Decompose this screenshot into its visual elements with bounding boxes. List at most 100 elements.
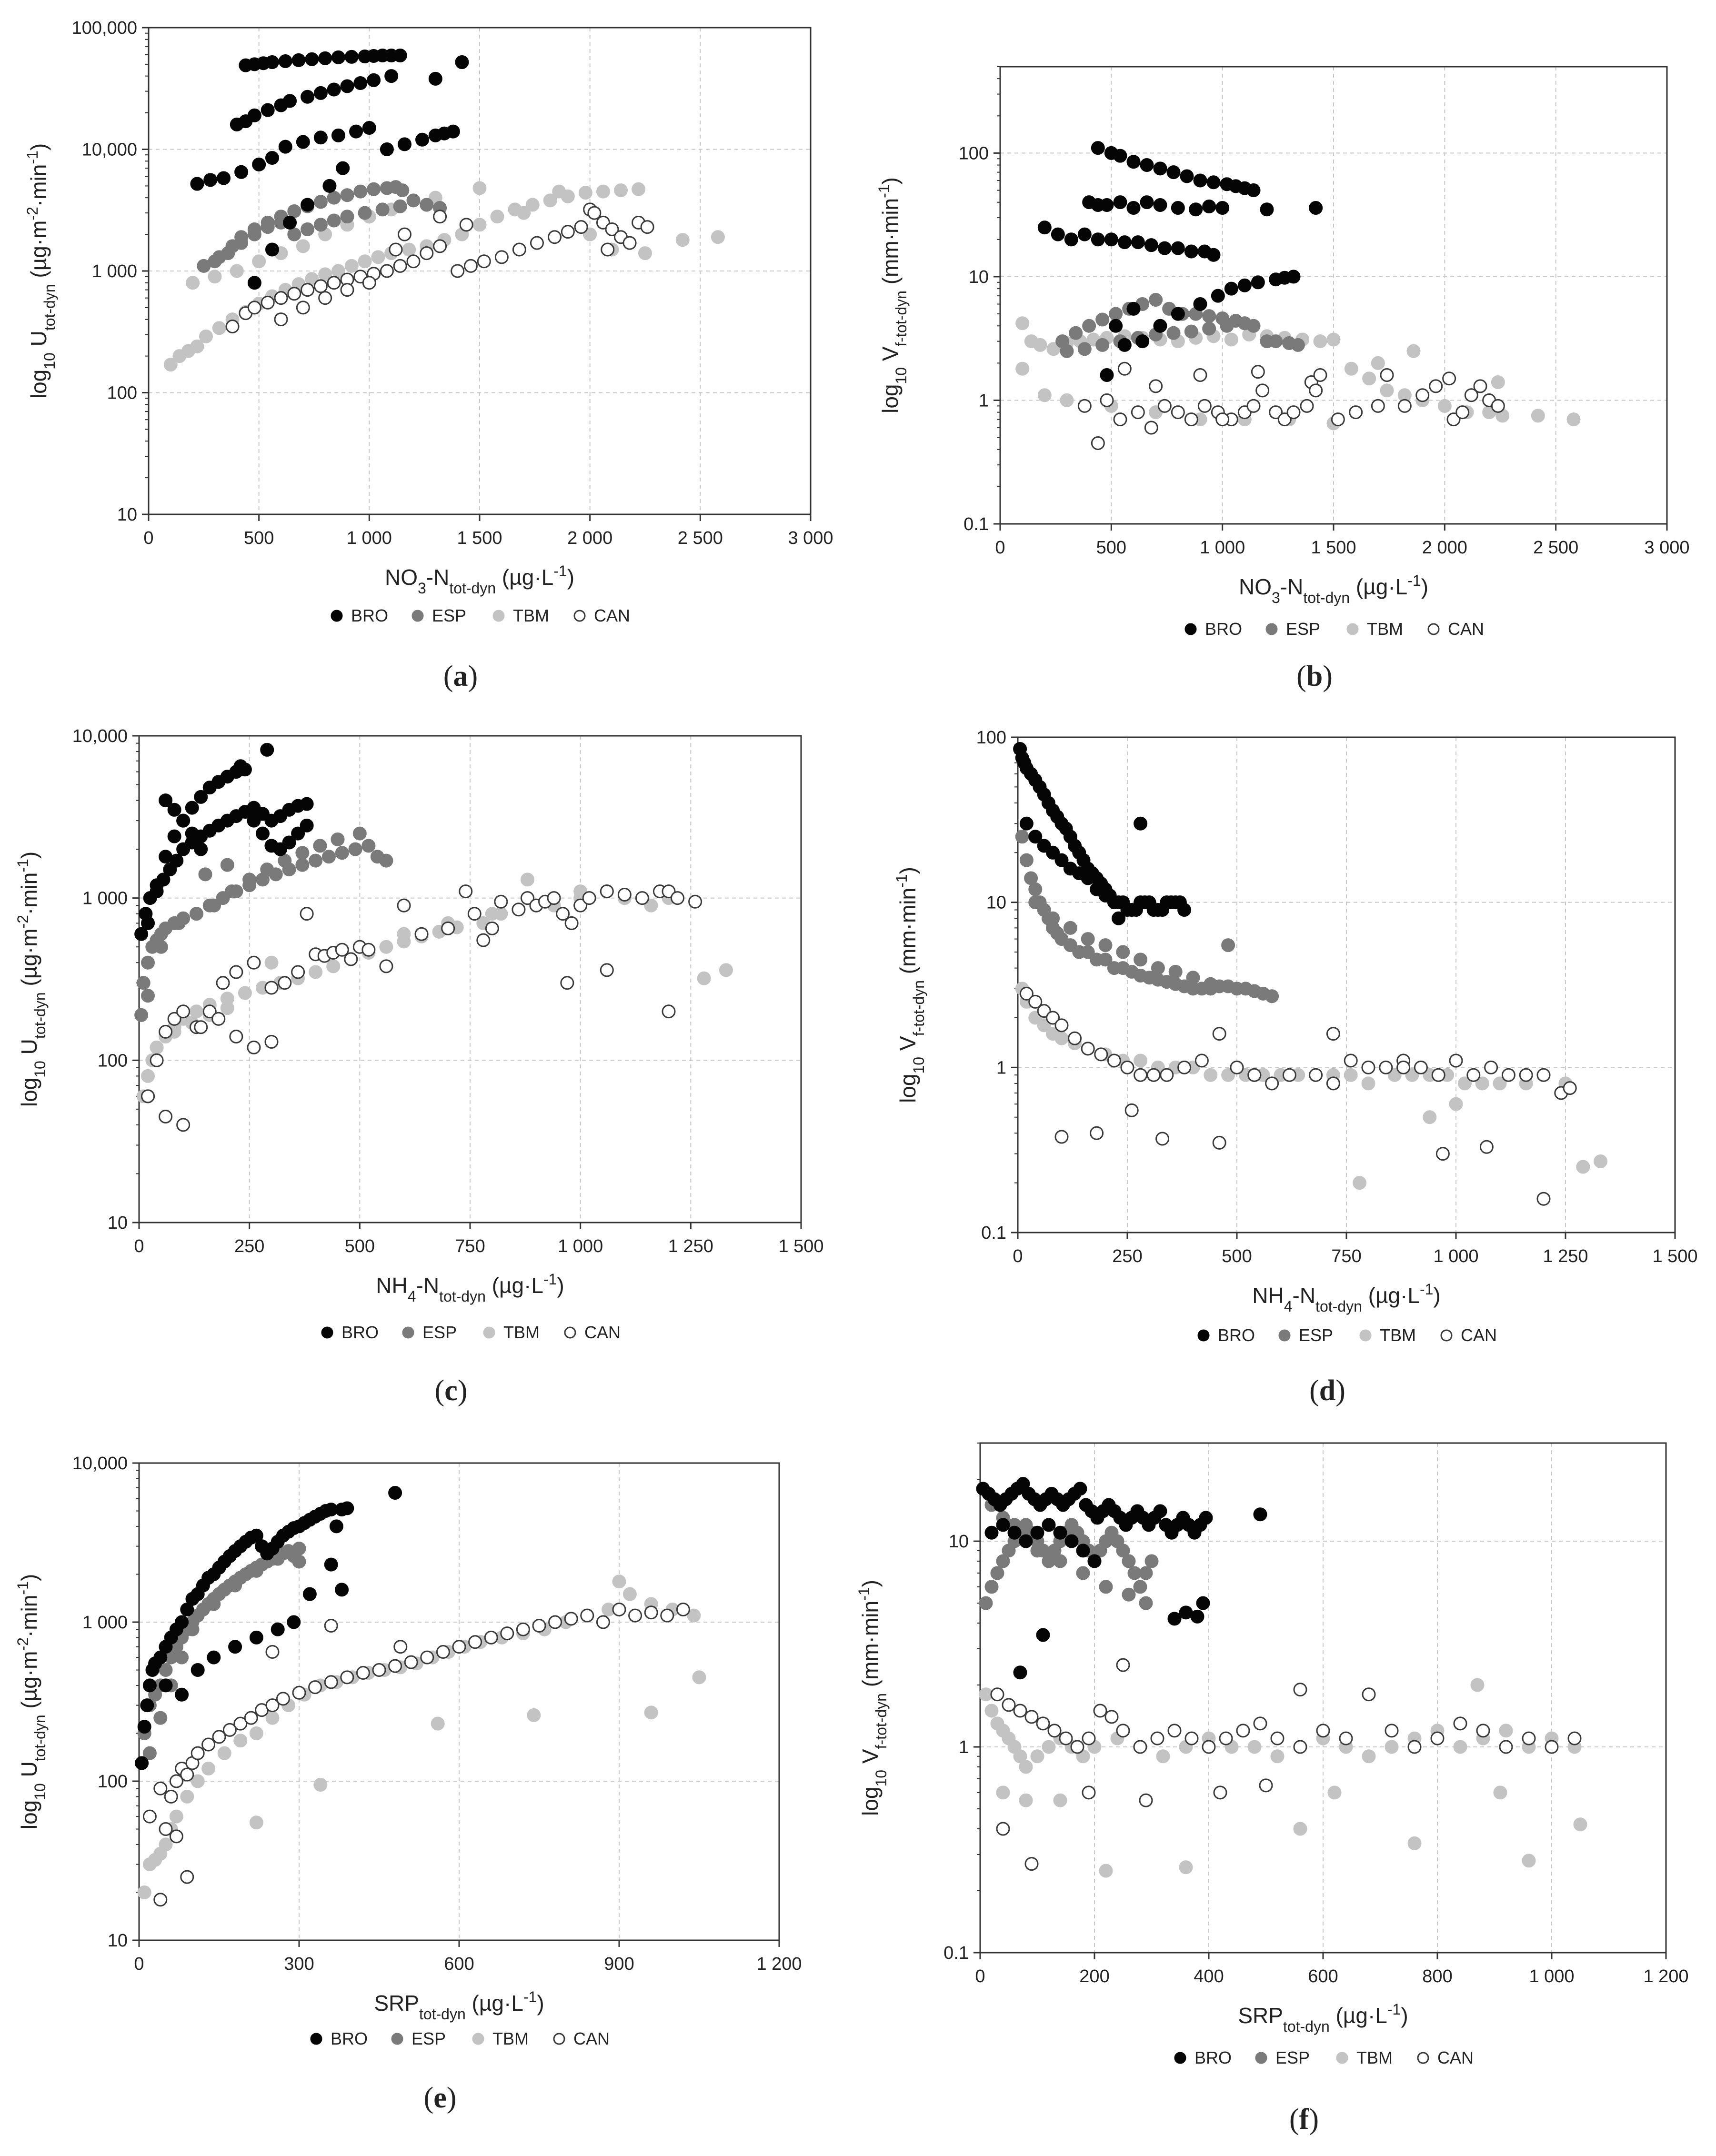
point-can — [1070, 1740, 1084, 1754]
point-esp — [1030, 1544, 1044, 1558]
point-esp — [1099, 1580, 1113, 1594]
point-tbm — [1594, 1154, 1608, 1168]
point-can — [1091, 436, 1105, 450]
point-can — [335, 943, 349, 957]
point-esp — [287, 204, 301, 218]
point-tbm — [190, 339, 204, 353]
point-bro — [384, 69, 399, 83]
point-bro — [996, 1518, 1010, 1532]
point-esp — [1063, 921, 1077, 935]
point-can — [596, 1615, 610, 1629]
point-tbm — [1013, 1749, 1027, 1764]
legend-label-esp: ESP — [411, 2029, 446, 2048]
x-tick-label: 600 — [444, 1954, 474, 1974]
y-tick-label: 100,000 — [72, 18, 137, 38]
point-can — [1124, 1103, 1139, 1117]
point-can — [1396, 1060, 1411, 1074]
point-can — [441, 921, 455, 935]
point-can — [1171, 405, 1185, 420]
point-esp — [1127, 1566, 1142, 1580]
point-esp — [327, 213, 341, 228]
point-can — [1047, 1724, 1062, 1738]
point-bro — [282, 835, 296, 850]
point-can — [1024, 1857, 1039, 1871]
point-can — [1397, 399, 1412, 413]
point-tbm — [527, 1708, 541, 1722]
point-bro — [1202, 199, 1216, 213]
point-can — [1131, 405, 1145, 420]
point-bro — [367, 73, 381, 87]
point-esp — [353, 184, 368, 199]
point-bro — [1053, 1525, 1067, 1540]
point-can — [379, 959, 393, 973]
point-can — [261, 295, 275, 310]
point-tbm — [1566, 412, 1581, 427]
panel-label: (e) — [424, 2082, 457, 2114]
point-tbm — [180, 1789, 194, 1804]
point-tbm — [472, 181, 487, 195]
legend-marker-esp — [1265, 623, 1278, 635]
point-can — [1331, 412, 1345, 427]
point-bro — [1109, 319, 1123, 333]
point-bro — [353, 76, 368, 90]
point-tbm — [1015, 316, 1030, 331]
point-tbm — [1457, 1076, 1472, 1091]
point-can — [1202, 1740, 1216, 1754]
point-tbm — [1037, 1018, 1051, 1033]
x-tick-label: 1 000 — [1200, 538, 1245, 558]
point-can — [1501, 1068, 1515, 1082]
point-bro — [141, 916, 155, 930]
x-tick-label: 1 000 — [1433, 1246, 1478, 1266]
point-can — [1251, 365, 1265, 379]
point-bro — [153, 1650, 168, 1665]
point-can — [1371, 399, 1385, 413]
point-can — [463, 259, 478, 273]
point-can — [264, 981, 279, 995]
legend-label-esp: ESP — [1299, 1325, 1333, 1345]
x-tick-label: 1 000 — [347, 528, 392, 548]
point-can — [660, 1608, 674, 1623]
point-tbm — [358, 254, 372, 269]
point-tbm — [1042, 1740, 1056, 1754]
point-tbm — [1470, 1678, 1485, 1692]
point-can — [340, 283, 354, 297]
point-bro — [1167, 1612, 1182, 1626]
legend-marker-can — [553, 2033, 565, 2045]
point-bro — [252, 157, 266, 171]
legend-label-tbm: TBM — [1356, 2048, 1393, 2067]
point-can — [1430, 1731, 1445, 1745]
point-bro — [249, 1630, 263, 1645]
point-can — [1155, 1132, 1170, 1146]
point-tbm — [1224, 332, 1238, 347]
legend-marker-can — [564, 1326, 576, 1339]
point-tbm — [1385, 1740, 1399, 1754]
point-tbm — [1475, 1076, 1489, 1091]
point-can — [1133, 1740, 1147, 1754]
point-bro — [1117, 235, 1132, 250]
point-can — [1380, 368, 1394, 382]
point-can — [1059, 1731, 1073, 1745]
x-axis-label: NO3-Ntot-dyn (µg·L-1) — [1239, 572, 1428, 606]
point-bro — [301, 198, 315, 212]
point-bro — [340, 79, 354, 93]
legend-label-tbm: TBM — [1380, 1325, 1416, 1345]
point-esp — [249, 1564, 263, 1578]
x-tick-label: 600 — [1308, 1966, 1338, 1986]
point-tbm — [1380, 383, 1394, 398]
point-can — [477, 254, 491, 269]
point-can — [296, 301, 310, 315]
point-bro — [1180, 169, 1194, 183]
point-bro — [1126, 201, 1141, 215]
point-can — [153, 1893, 168, 1907]
point-can — [1344, 1053, 1358, 1068]
point-tbm — [1293, 1822, 1307, 1836]
legend-marker-bro — [1184, 623, 1197, 635]
point-can — [278, 976, 292, 990]
x-tick-label: 500 — [244, 528, 274, 548]
point-tbm — [632, 182, 646, 196]
point-can — [211, 1012, 226, 1026]
legend-label-bro: BRO — [1218, 1325, 1255, 1345]
point-can — [1104, 1710, 1119, 1724]
x-tick-label: 1 500 — [778, 1236, 823, 1256]
